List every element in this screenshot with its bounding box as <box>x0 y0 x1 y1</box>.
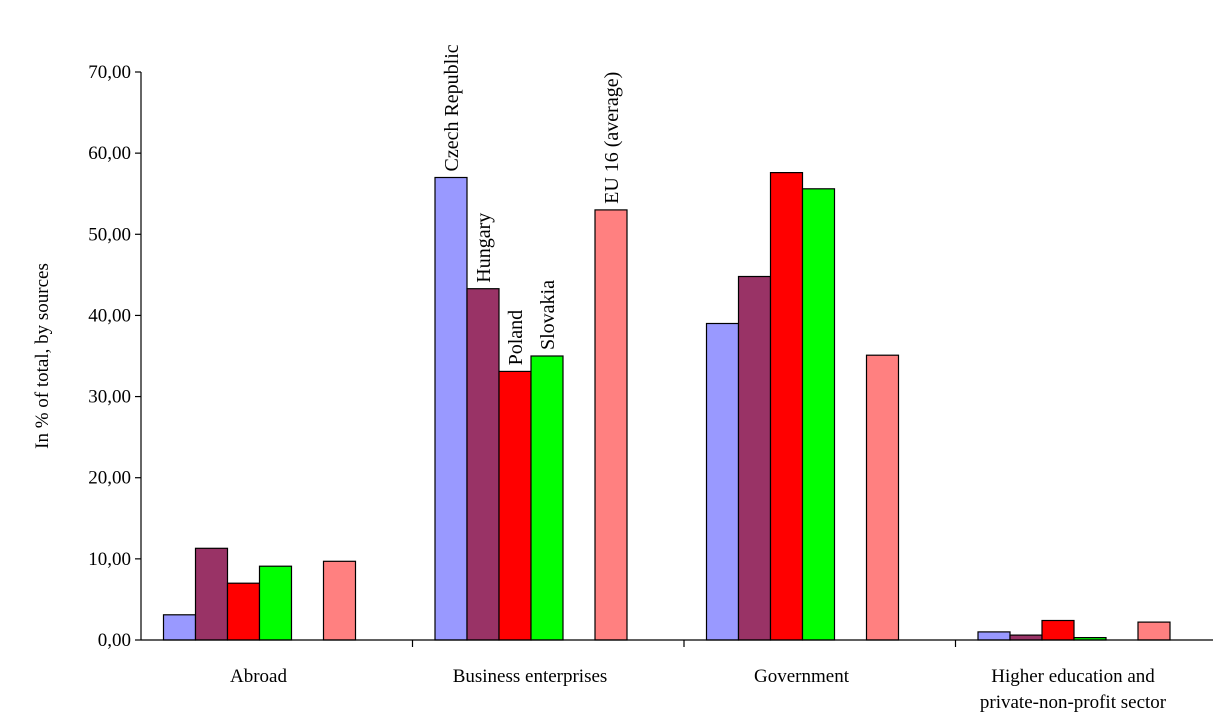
bar-eu-16-average-higher-education-and-private-non-profit-sector <box>1137 621 1171 641</box>
x-category-label: private-non-profit sector <box>980 692 1167 713</box>
x-category-label: Higher education and <box>991 666 1155 687</box>
y-tick-label: 0,00 <box>98 630 131 651</box>
bar-hungary-business-enterprises <box>466 288 500 641</box>
x-category-label: Government <box>754 666 850 687</box>
bar-poland-abroad <box>226 582 261 641</box>
y-tick-label: 70,00 <box>88 62 131 83</box>
bar-hungary-higher-education-and-private-non-profit-sector <box>1009 634 1043 641</box>
y-tick-label: 40,00 <box>88 305 131 326</box>
bar-poland-business-enterprises <box>498 370 532 641</box>
bar-czech-republic-business-enterprises <box>434 176 468 641</box>
bar-slovakia-abroad <box>258 565 293 641</box>
bar-slovakia-government <box>801 188 836 641</box>
bar-poland-government <box>769 172 804 641</box>
bar-czech-republic-higher-education-and-private-non-profit-sector <box>977 631 1011 641</box>
series-label-slovakia: Slovakia <box>537 280 559 350</box>
series-label-eu-16-average: EU 16 (average) <box>601 72 623 204</box>
y-tick-label: 50,00 <box>88 224 131 245</box>
bars-layer <box>162 172 1171 641</box>
bar-eu-16-average-business-enterprises <box>594 209 628 641</box>
series-label-hungary: Hungary <box>473 213 495 283</box>
y-tick-label: 20,00 <box>88 468 131 489</box>
bar-eu-16-average-government <box>865 354 900 641</box>
series-label-poland: Poland <box>505 310 527 366</box>
x-category-label: Abroad <box>230 666 287 687</box>
bar-slovakia-business-enterprises <box>530 355 564 641</box>
y-tick-label: 60,00 <box>88 143 131 164</box>
y-axis-label: In % of total, by sources <box>32 263 53 449</box>
bar-poland-higher-education-and-private-non-profit-sector <box>1041 619 1075 641</box>
series-label-czech-republic: Czech Republic <box>441 44 463 171</box>
bar-hungary-government <box>737 275 772 641</box>
bar-czech-republic-abroad <box>162 614 197 641</box>
bar-hungary-abroad <box>194 547 229 641</box>
y-tick-label: 10,00 <box>88 549 131 570</box>
y-tick-label: 30,00 <box>88 387 131 408</box>
axes-layer <box>135 71 1213 647</box>
bar-eu-16-average-abroad <box>322 560 357 641</box>
x-category-label: Business enterprises <box>453 666 608 687</box>
bar-czech-republic-government <box>705 322 740 641</box>
labels-layer: 0,00 10,00 20,00 30,00 40,00 50,00 60,00 70,00 A… <box>32 44 1167 713</box>
